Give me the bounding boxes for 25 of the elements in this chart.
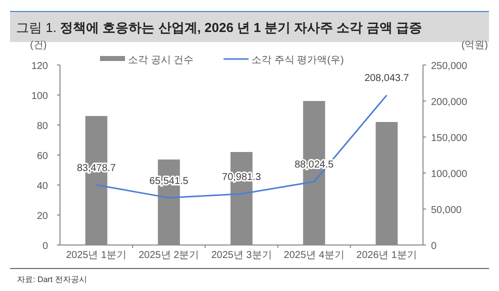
x-tick-label: 2025년 1분기 bbox=[66, 250, 127, 261]
legend-label: 소각 공시 건수 bbox=[128, 55, 194, 66]
y-tick-label: 60 bbox=[36, 151, 48, 162]
y-tick-label: 0 bbox=[42, 241, 48, 252]
y2-tick-label: 50,000 bbox=[431, 205, 462, 216]
x-tick-label: 2026년 1분기 bbox=[356, 250, 417, 261]
y2-tick-label: 200,000 bbox=[431, 97, 468, 108]
data-label: 208,043.7 bbox=[364, 73, 410, 84]
y-tick-label: 80 bbox=[36, 121, 48, 132]
y-tick-label: 120 bbox=[31, 61, 48, 72]
y2-tick-label: 250,000 bbox=[431, 61, 468, 72]
y-axis-title: (건) bbox=[30, 40, 47, 51]
x-tick-label: 2025년 4분기 bbox=[284, 250, 344, 261]
chart-title: 그림 1. 정책에 호응하는 산업계, 2026 년 1 분기 자사주 소각 금액 급증 bbox=[16, 20, 422, 35]
y-tick-label: 20 bbox=[36, 211, 48, 222]
y2-tick-label: 150,000 bbox=[431, 133, 468, 144]
y-tick-label: 100 bbox=[31, 91, 48, 102]
text: 자료: Dart 전자공시 bbox=[17, 275, 87, 284]
y2-tick-label: 0 bbox=[431, 241, 437, 252]
x-tick-label: 2025년 3분기 bbox=[211, 250, 272, 261]
x-tick-label: 2025년 2분기 bbox=[138, 250, 200, 261]
y-tick-label: 40 bbox=[36, 181, 48, 192]
legend-label: 소각 주식 평가액(우) bbox=[252, 55, 344, 66]
y2-axis-title: (억원) bbox=[461, 40, 488, 51]
y2-tick-label: 100,000 bbox=[431, 169, 468, 180]
